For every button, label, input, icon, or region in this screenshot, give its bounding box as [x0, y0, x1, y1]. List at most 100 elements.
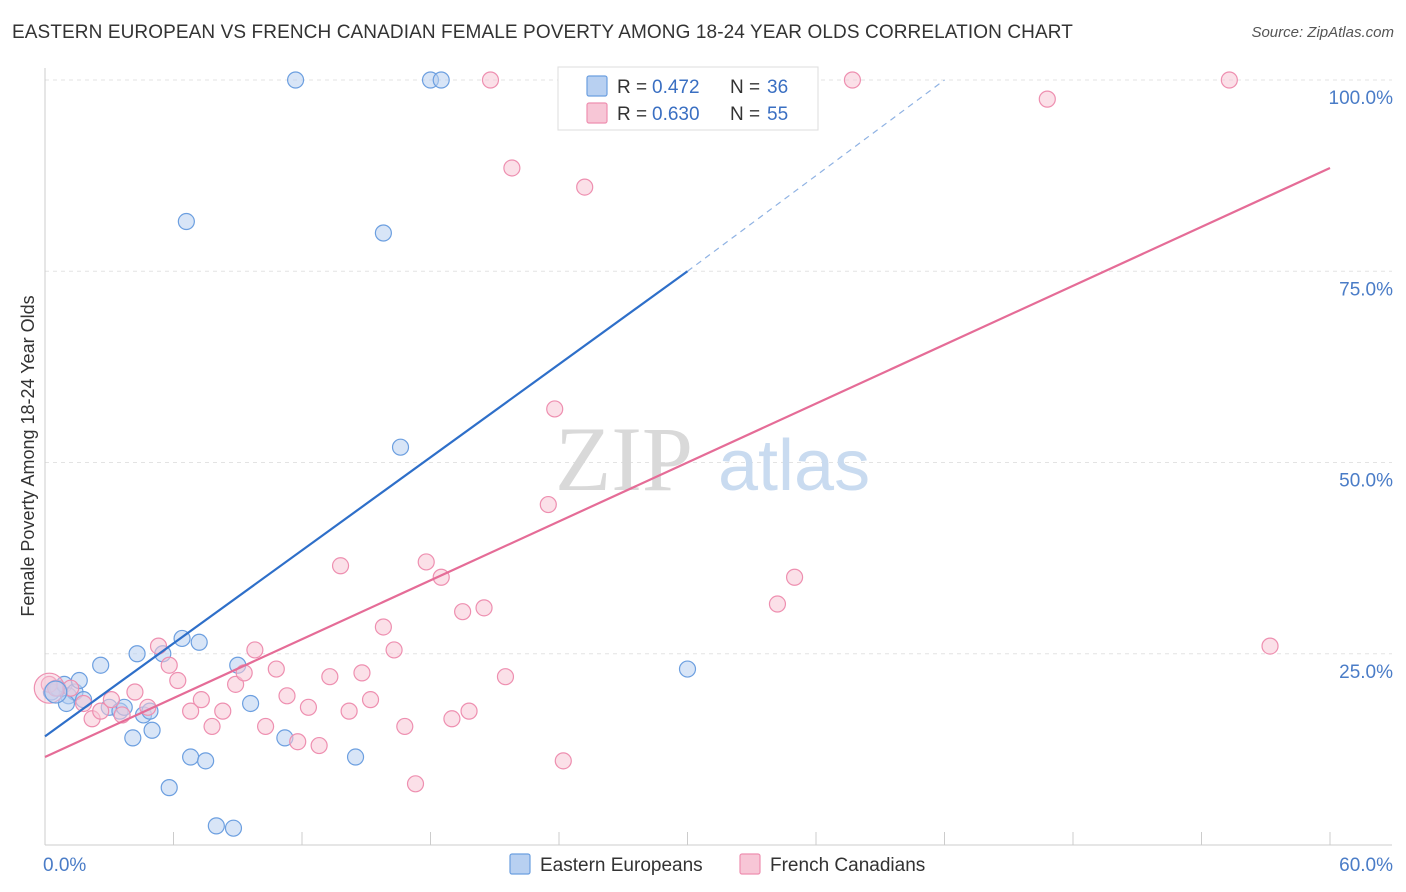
point-french-canadians-21: [267, 660, 285, 678]
legend-swatch-french-canadians: [586, 102, 608, 124]
point-french-canadians-16: [214, 702, 232, 720]
point-french-canadians-32: [385, 641, 403, 659]
point-french-canadians-47: [576, 178, 594, 196]
point-eastern-europeans-31: [432, 71, 450, 89]
legend-r-label-0: R =: [617, 77, 647, 98]
bottom-legend-swatch-french-canadians: [739, 853, 761, 875]
point-french-canadians-23: [289, 733, 307, 751]
point-eastern-europeans-21: [182, 748, 200, 766]
bottom-legend-eastern-europeans: Eastern Europeans: [540, 855, 703, 876]
legend-n-value-1: 55: [767, 104, 788, 125]
point-eastern-europeans-26: [242, 694, 260, 713]
point-french-canadians-14: [192, 691, 210, 709]
point-french-canadians-43: [503, 159, 521, 177]
y-axis-label: Female Poverty Among 18-24 Year Olds: [18, 295, 38, 616]
point-french-canadians-5: [92, 702, 110, 720]
point-french-canadians-20: [256, 717, 275, 736]
trend-lines: [44, 79, 1331, 759]
point-french-canadians-8: [126, 683, 144, 701]
point-french-canadians-49: [785, 568, 804, 586]
point-french-canadians-42: [481, 71, 500, 89]
legend-r-value-0: 0.472: [652, 77, 700, 98]
point-french-canadians-40: [475, 599, 493, 617]
point-eastern-europeans-34: [678, 660, 697, 678]
point-eastern-europeans-12: [124, 729, 142, 747]
point-french-canadians-26: [321, 668, 339, 686]
legend-r-label-1: R =: [617, 104, 647, 125]
point-french-canadians-35: [417, 553, 435, 571]
point-french-canadians-37: [443, 710, 461, 728]
y-tick-label-25: 25.0%: [1339, 662, 1393, 683]
point-french-canadians-22: [278, 687, 296, 705]
point-french-canadians-51: [843, 71, 862, 89]
point-french-canadians-6: [102, 691, 120, 709]
x-tick-label-0: 0.0%: [43, 855, 86, 876]
trend-line-french-canadians: [44, 166, 1331, 759]
point-french-canadians-10: [149, 637, 168, 655]
point-eastern-europeans-15: [143, 721, 161, 739]
point-french-canadians-17: [227, 675, 245, 693]
point-french-canadians-19: [246, 641, 264, 659]
point-french-canadians-27: [331, 557, 350, 575]
axes: [44, 68, 1392, 846]
point-eastern-europeans-8: [92, 656, 110, 674]
point-french-canadians-33: [396, 717, 414, 736]
point-french-canadians-52: [1038, 90, 1056, 108]
y-tick-labels: 25.0% 50.0% 75.0% 100.0%: [1329, 88, 1394, 683]
point-french-canadians-29: [353, 664, 371, 682]
data-points: [33, 71, 1279, 837]
y-tick-label-50: 50.0%: [1339, 471, 1393, 492]
point-french-canadians-38: [460, 702, 478, 720]
point-eastern-europeans-33: [391, 438, 410, 456]
point-french-canadians-53: [1220, 71, 1238, 89]
point-french-canadians-24: [299, 698, 318, 716]
trend-line-eastern-europeans-extension: [687, 79, 945, 272]
x-tick-label-60: 60.0%: [1339, 855, 1393, 876]
point-eastern-europeans-19: [177, 212, 195, 231]
point-french-canadians-13: [182, 702, 200, 720]
bottom-legend: Eastern Europeans French Canadians: [509, 853, 925, 876]
point-french-canadians-50: [768, 595, 787, 613]
point-eastern-europeans-32: [374, 224, 392, 242]
grid-lines: [45, 79, 1392, 655]
legend: R = 0.472 N = 36 R = 0.630 N = 55: [557, 66, 819, 131]
point-french-canadians-41: [496, 668, 515, 686]
point-french-canadians-30: [361, 691, 380, 709]
point-french-canadians-31: [374, 618, 392, 636]
point-eastern-europeans-24: [224, 819, 243, 837]
point-french-canadians-11: [160, 656, 178, 674]
point-eastern-europeans-cluster: [44, 680, 68, 704]
watermark: ZIP atlas: [555, 408, 870, 510]
legend-swatch-eastern-europeans: [586, 75, 608, 97]
point-french-canadians-54: [1261, 637, 1279, 655]
chart-source: Source: ZipAtlas.com: [1251, 24, 1394, 41]
point-eastern-europeans-23: [207, 817, 225, 835]
chart-title: EASTERN EUROPEAN VS FRENCH CANADIAN FEMA…: [12, 22, 1073, 43]
bottom-legend-swatch-eastern-europeans: [509, 853, 531, 875]
point-french-canadians-15: [203, 717, 221, 736]
point-eastern-europeans-28: [346, 748, 365, 766]
trend-line-eastern-europeans: [44, 270, 689, 738]
point-french-canadians-45: [546, 400, 564, 418]
point-french-canadians-12: [169, 671, 187, 690]
x-tick-labels: 0.0% 60.0%: [43, 855, 1393, 876]
point-french-canadians-34: [406, 775, 425, 793]
y-tick-label-75: 75.0%: [1339, 279, 1393, 300]
point-french-canadians-44: [539, 495, 557, 514]
point-french-canadians-39: [454, 603, 472, 621]
point-eastern-europeans-20: [190, 633, 208, 651]
point-eastern-europeans-22: [197, 752, 215, 770]
legend-r-value-1: 0.630: [652, 104, 700, 125]
legend-n-value-0: 36: [767, 77, 788, 98]
legend-n-label-1: N =: [730, 104, 760, 125]
point-french-canadians-25: [310, 736, 328, 755]
bottom-legend-french-canadians: French Canadians: [770, 855, 925, 876]
watermark-zip: ZIP: [555, 408, 693, 510]
point-french-canadians-46: [554, 752, 572, 770]
point-eastern-europeans-13: [128, 645, 146, 663]
y-tick-label-100: 100.0%: [1329, 88, 1394, 109]
watermark-atlas: atlas: [718, 426, 870, 506]
point-french-canadians-28: [340, 702, 358, 720]
legend-n-label-0: N =: [730, 77, 760, 98]
